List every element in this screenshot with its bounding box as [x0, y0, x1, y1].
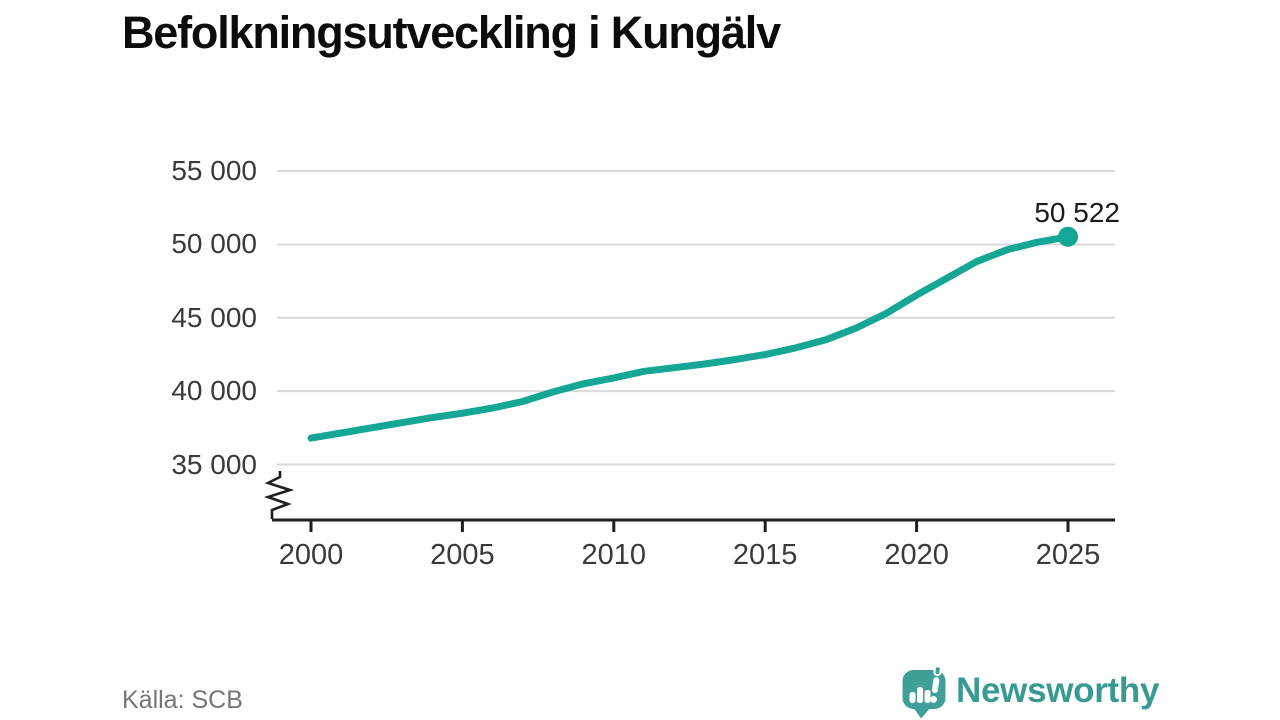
logo-exclamation-icon: [930, 666, 942, 703]
logo-bar-icon: [917, 687, 923, 703]
y-axis-tick-label: 55 000: [171, 155, 257, 187]
x-axis-line: [272, 518, 1115, 522]
x-axis-tick-label: 2000: [278, 539, 344, 571]
page-title: Befolkningsutveckling i Kungälv: [122, 7, 781, 58]
x-axis-tick-label: 2005: [430, 539, 495, 571]
axis-break-icon: [263, 471, 295, 519]
y-axis-tick-label: 35 000: [171, 448, 257, 480]
latest-point-marker: [1058, 226, 1078, 247]
latest-value-label: 50 522: [1034, 197, 1120, 228]
x-axis-tick: [309, 520, 313, 532]
gridlines: [277, 170, 1115, 466]
x-axis-tick: [1066, 520, 1070, 532]
logo-bar-icon: [924, 690, 931, 703]
x-axis-tick: [763, 520, 767, 532]
x-axis: [263, 471, 1115, 532]
x-axis-tick: [460, 520, 464, 532]
newsworthy-wordmark: Newsworthy: [956, 671, 1160, 710]
logo-bubble-tail: [913, 707, 931, 719]
source-caption: Källa: SCB: [122, 686, 243, 714]
x-axis-tick-label: 2020: [884, 539, 949, 571]
x-axis-tick-label: 2010: [581, 539, 647, 571]
y-axis-tick-label: 40 000: [171, 375, 257, 407]
data-series: [307, 226, 1078, 442]
x-axis-tick-label: 2025: [1035, 539, 1101, 571]
newsworthy-logo-icon: [902, 666, 946, 719]
x-axis-tick: [915, 520, 919, 532]
x-axis-tick: [612, 520, 616, 532]
logo-bar-icon: [909, 692, 916, 703]
x-axis-tick-label: 2015: [732, 539, 798, 571]
y-axis-tick-label: 45 000: [171, 301, 257, 333]
population-line: [307, 233, 1072, 442]
y-axis-tick-label: 50 000: [171, 228, 257, 260]
